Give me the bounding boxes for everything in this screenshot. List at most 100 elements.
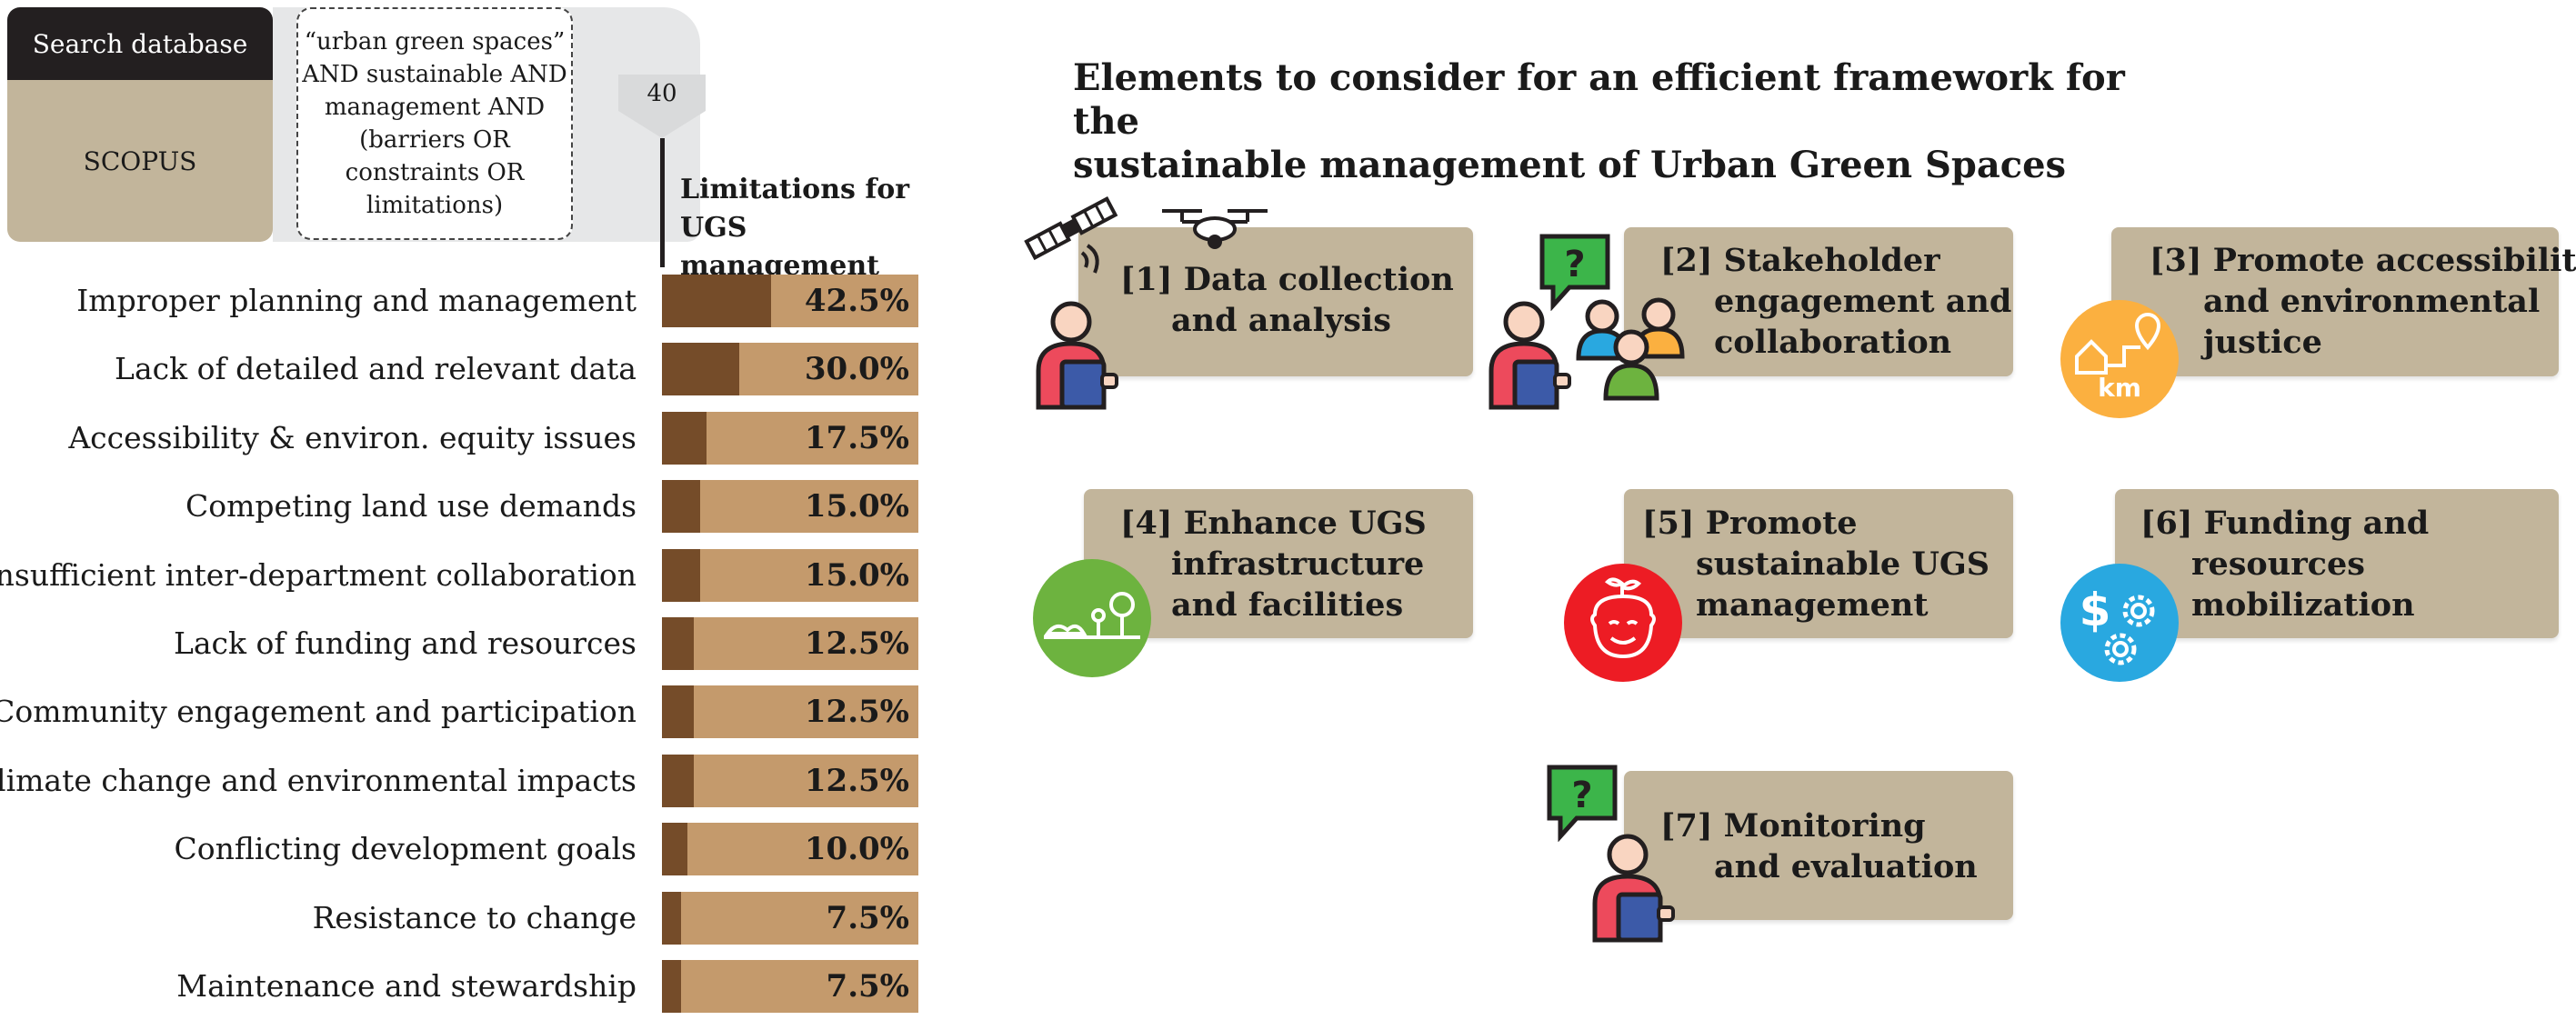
card-line: mobilization	[2191, 586, 2415, 624]
card-line: and analysis	[1171, 302, 1391, 339]
bar-track: 10.0%	[662, 823, 918, 876]
bar-row: Insufficient inter-department collaborat…	[0, 548, 920, 602]
bar-track: 15.0%	[662, 480, 918, 534]
query-line: limitations)	[366, 192, 504, 219]
bar-value-label: 30.0%	[804, 351, 909, 388]
bar-row: Accessibility & environ. equity issues 17…	[0, 411, 920, 465]
query-line: constraints OR	[345, 159, 525, 186]
bar-value-label: 12.5%	[804, 625, 909, 662]
bar-fill	[662, 343, 739, 396]
framework-card-sustainable	[1624, 489, 2013, 638]
card-line: and facilities	[1171, 586, 1404, 624]
bar-category-label: Resistance to change	[312, 899, 636, 935]
framework-card-data-collection	[1078, 227, 1473, 376]
svg-text:?: ?	[1564, 244, 1585, 285]
bar-fill	[662, 275, 771, 327]
bar-track: 12.5%	[662, 685, 918, 739]
result-count-arrow-icon	[618, 75, 706, 138]
card-line: [7] Monitoring	[1660, 807, 1926, 845]
bar-value-label: 7.5%	[826, 968, 909, 1005]
card-text-funding: [6] Funding and resources mobilization	[2140, 503, 2429, 625]
bar-fill	[662, 548, 701, 602]
query-line: AND sustainable AND	[302, 61, 567, 88]
limitations-title-line: Limitations for	[680, 174, 910, 205]
question-bubble-icon: ?	[1547, 765, 1618, 842]
bar-fill	[662, 891, 682, 945]
framework-card-monitoring	[1624, 771, 2013, 920]
card-line: and environmental	[2203, 283, 2541, 320]
svg-text:?: ?	[1571, 775, 1592, 816]
bar-row: Lack of detailed and relevant data 30.0%	[0, 343, 920, 396]
card-text-sustainable: [5] Promote sustainable UGS management	[1642, 503, 1990, 625]
bar-category-label: Insufficient inter-department collaborat…	[0, 556, 636, 593]
bar-fill	[662, 823, 688, 876]
framework-card-accessibility	[2111, 227, 2559, 376]
search-database-name: SCOPUS	[7, 80, 273, 242]
framework-title-line: sustainable management of Urban Green Sp…	[1073, 144, 2067, 186]
bar-track: 7.5%	[662, 960, 918, 1013]
accessibility-map-icon	[2075, 313, 2161, 375]
card-line: infrastructure	[1171, 545, 1425, 583]
card-text-data-collection: [1] Data collection and analysis	[1120, 259, 1454, 341]
svg-text:$: $	[2080, 584, 2111, 636]
card-line: [2] Stakeholder	[1660, 242, 1940, 279]
satellite-icon	[1024, 196, 1118, 274]
bar-category-label: Competing land use demands	[185, 488, 636, 525]
card-line: [5] Promote	[1642, 505, 1858, 542]
card-line: [3] Promote accessibility	[2150, 242, 2576, 279]
card-line: engagement and	[1714, 283, 2012, 320]
bar-track: 17.5%	[662, 411, 918, 465]
bar-value-label: 15.0%	[804, 488, 909, 525]
sustainable-mind-icon	[1590, 577, 1656, 659]
bar-value-label: 42.5%	[804, 283, 909, 319]
card-line: [4] Enhance UGS	[1120, 505, 1427, 542]
bar-fill	[662, 480, 701, 534]
bar-row: Competing land use demands 15.0%	[0, 480, 920, 534]
bar-row: Community engagement and participation 12…	[0, 685, 920, 739]
km-label: km	[2098, 373, 2141, 403]
bar-track: 42.5%	[662, 275, 918, 327]
drone-icon	[1162, 209, 1268, 249]
funding-gears-icon: $	[2080, 584, 2155, 665]
bar-category-label: Climate change and environmental impacts	[0, 762, 636, 798]
bar-category-label: Accessibility & environ. equity issues	[68, 419, 636, 455]
stakeholder-group-icon	[1576, 297, 1685, 401]
bar-value-label: 15.0%	[804, 556, 909, 594]
query-line: management AND	[324, 94, 546, 121]
bar-value-label: 7.5%	[826, 899, 909, 936]
framework-title-line: Elements to consider for an efficient fr…	[1073, 56, 2125, 143]
bar-track: 12.5%	[662, 754, 918, 807]
bar-category-label: Improper planning and management	[76, 283, 636, 318]
bar-category-label: Conflicting development goals	[174, 831, 636, 867]
query-line: “urban green spaces”	[304, 28, 566, 55]
card-line: sustainable UGS	[1696, 545, 1990, 583]
person-tablet-icon	[1036, 301, 1118, 410]
bar-category-label: Lack of funding and resources	[173, 625, 636, 661]
bar-value-label: 12.5%	[804, 694, 909, 731]
bar-fill	[662, 960, 682, 1013]
result-count: 40	[647, 80, 677, 107]
bar-row: Resistance to change 7.5%	[0, 891, 920, 945]
card-line: resources	[2191, 545, 2365, 583]
card-line: management	[1696, 586, 1929, 624]
card-text-accessibility: [3] Promote accessibility and environmen…	[2150, 240, 2576, 363]
bar-fill	[662, 754, 695, 807]
park-infrastructure-icon	[1044, 592, 1140, 639]
card-line: [6] Funding and	[2140, 505, 2430, 542]
card-line: and evaluation	[1714, 848, 1978, 885]
framework-title: Elements to consider for an efficient fr…	[1073, 56, 2164, 187]
bar-row: Climate change and environmental impacts…	[0, 754, 920, 807]
query-line: (barriers OR	[359, 126, 510, 154]
card-line: collaboration	[1714, 324, 1952, 361]
search-query-box: “urban green spaces” AND sustainable AND…	[296, 7, 573, 240]
bar-row: Improper planning and management 42.5%	[0, 275, 920, 327]
card-text-monitoring: [7] Monitoring and evaluation	[1660, 805, 1978, 887]
bar-row: Conflicting development goals 10.0%	[0, 823, 920, 876]
bar-track: 15.0%	[662, 548, 918, 602]
framework-card-stakeholder	[1624, 227, 2013, 376]
framework-card-funding	[2115, 489, 2559, 638]
bar-fill	[662, 617, 695, 670]
limitations-title: Limitations for UGS management	[680, 171, 953, 285]
person-tablet-icon	[1488, 301, 1571, 410]
person-tablet-icon	[1592, 834, 1675, 943]
